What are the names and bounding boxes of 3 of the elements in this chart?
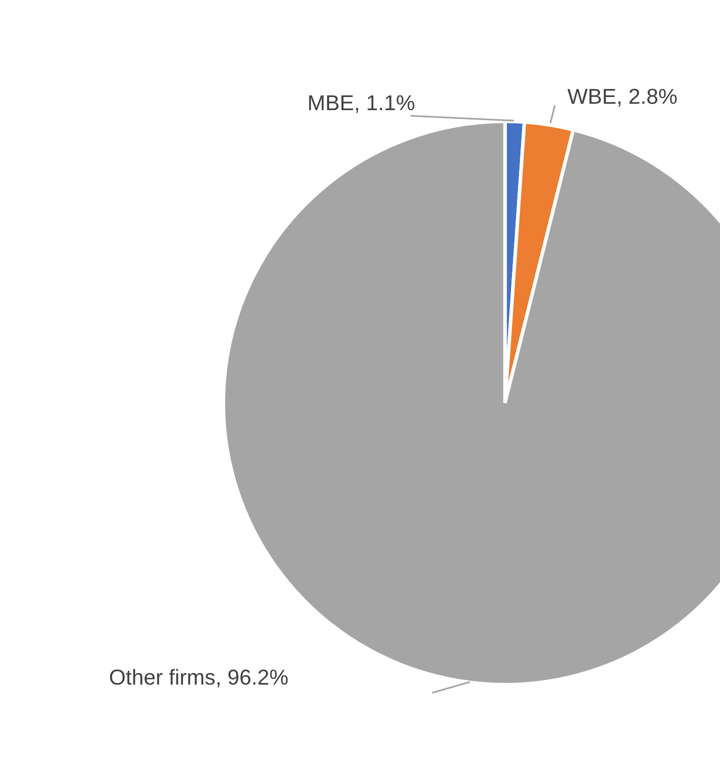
slice-label: MBE, 1.1% [309,95,414,113]
slice-label: WBE, 2.8% [567,88,677,107]
slice-label: Other firms, 96.2% [110,668,288,688]
